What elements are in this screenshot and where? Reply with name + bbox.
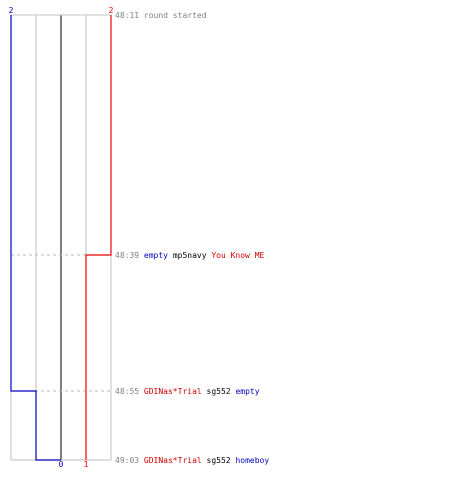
event-text-part: round started	[144, 11, 207, 20]
blue-top-count-label: 2	[9, 6, 14, 15]
series-lines	[10, 15, 112, 461]
event-entry: 48:55 GDINas*Trial sg552 empty	[115, 387, 260, 396]
blue-bottom-count-label: 0	[59, 460, 64, 469]
event-entry: 49:03 GDINas*Trial sg552 homeboy	[115, 456, 269, 465]
event-time: 49:03	[115, 456, 144, 465]
blue-team-line	[10, 15, 61, 461]
event-entry: 48:11 round started	[115, 11, 207, 20]
event-guide-lines	[11, 254, 111, 392]
event-text-part: mp5navy	[173, 251, 212, 260]
event-log: 48:11 round started 48:39 empty mp5navy Y…	[115, 11, 269, 465]
event-text-part: GDINas*Trial	[144, 387, 207, 396]
event-text-part: empty	[144, 251, 173, 260]
red-team-line	[85, 15, 112, 460]
event-time: 48:11	[115, 11, 144, 20]
event-text-part: GDINas*Trial	[144, 456, 207, 465]
event-text-part: sg552	[207, 387, 236, 396]
event-text-part: empty	[235, 387, 259, 396]
event-entry: 48:39 empty mp5navy You Know ME	[115, 251, 265, 260]
event-text-part: sg552	[207, 456, 236, 465]
red-bottom-count-label: 1	[84, 460, 89, 469]
red-top-count-label: 2	[109, 6, 114, 15]
event-text-part: You Know ME	[211, 251, 264, 260]
event-time: 48:55	[115, 387, 144, 396]
grid-lines	[10, 14, 112, 461]
event-time: 48:39	[115, 251, 144, 260]
event-text-part: homeboy	[235, 456, 269, 465]
